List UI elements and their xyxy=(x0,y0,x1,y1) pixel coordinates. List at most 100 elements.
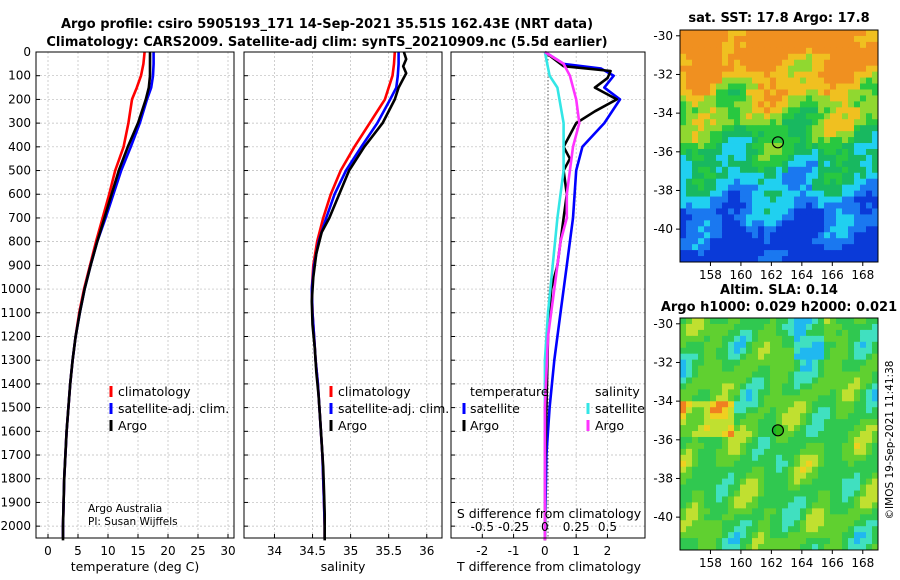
map-cell xyxy=(836,365,843,372)
map-cell xyxy=(854,250,861,257)
map-cell xyxy=(752,71,759,78)
map-cell xyxy=(692,107,699,114)
map-cell xyxy=(788,431,795,438)
map-cell xyxy=(728,401,735,408)
map-cell xyxy=(848,335,855,343)
map-cell xyxy=(842,318,849,325)
map-cell xyxy=(812,178,819,186)
map-cell xyxy=(782,208,789,215)
map-cell xyxy=(866,496,873,503)
map-cell xyxy=(692,148,699,156)
map-cell xyxy=(866,448,873,456)
map-cell xyxy=(830,335,837,343)
map-cell xyxy=(848,190,855,197)
map-cell xyxy=(776,508,783,515)
map-cell xyxy=(746,472,753,480)
map-cell xyxy=(848,131,855,138)
map-cell xyxy=(824,101,831,108)
map-cell xyxy=(746,323,753,331)
map-cell xyxy=(722,544,729,550)
map-cell xyxy=(746,101,753,108)
map-cell xyxy=(770,502,777,509)
map-cell xyxy=(830,53,837,61)
map-cell xyxy=(800,113,807,120)
map-cell xyxy=(692,160,699,168)
map-cell xyxy=(770,544,777,550)
map-cell xyxy=(764,101,771,108)
map-cell xyxy=(734,318,741,325)
map-cell xyxy=(806,431,813,438)
map-cell xyxy=(692,359,699,366)
map-cell xyxy=(716,119,723,126)
map-cell xyxy=(824,383,831,390)
map-cell xyxy=(734,413,741,420)
map-cell xyxy=(746,365,753,372)
map-cell xyxy=(722,407,729,414)
map-cell xyxy=(686,59,693,67)
map-cell xyxy=(740,454,747,462)
map-cell xyxy=(806,389,813,396)
map-cell xyxy=(806,35,813,43)
map-cell xyxy=(722,47,729,55)
map-cell xyxy=(734,329,741,337)
map-cell xyxy=(698,166,705,174)
map-cell xyxy=(842,454,849,462)
map-cell xyxy=(758,520,765,527)
map-cell xyxy=(842,508,849,515)
map-cell xyxy=(860,323,867,331)
map-cell xyxy=(872,71,878,78)
map-cell xyxy=(842,250,849,257)
map-cell xyxy=(710,508,717,515)
map-cell xyxy=(860,154,867,162)
map-cell xyxy=(716,318,723,325)
map-cell xyxy=(806,214,813,221)
map-cell xyxy=(692,377,699,384)
map-cell xyxy=(680,47,687,55)
map-cell xyxy=(716,89,723,96)
map-cell xyxy=(758,89,765,96)
map-cell xyxy=(728,256,735,262)
map-cell xyxy=(872,83,878,90)
map-cell xyxy=(812,166,819,174)
map-cell xyxy=(872,220,878,227)
map-cell xyxy=(824,377,831,384)
map-cell xyxy=(710,532,717,539)
map-cell xyxy=(740,478,747,485)
map-cell xyxy=(812,353,819,361)
map-cell xyxy=(794,160,801,168)
map-cell xyxy=(734,172,741,180)
map-cell xyxy=(872,538,878,545)
map-cell xyxy=(818,172,825,180)
map-cell xyxy=(770,520,777,527)
map-cell xyxy=(854,395,861,402)
map-cell xyxy=(794,318,801,325)
map-cell xyxy=(800,71,807,78)
map-cell xyxy=(860,35,867,43)
map-cell xyxy=(734,371,741,378)
map-cell xyxy=(740,131,747,138)
map-cell xyxy=(698,419,705,426)
map-cell xyxy=(812,202,819,209)
map-cell xyxy=(710,359,717,366)
difference-legend-t-argo: Argo xyxy=(470,418,499,433)
map-cell xyxy=(680,448,687,456)
map-cell xyxy=(734,41,741,49)
map-cell xyxy=(710,448,717,456)
salinity-tick-labels: 34 34.5 35 35.5 36 xyxy=(267,544,435,558)
map-cell xyxy=(746,496,753,503)
map-cell xyxy=(812,220,819,227)
map-cell xyxy=(854,347,861,355)
map-cell xyxy=(788,353,795,361)
map-cell xyxy=(710,365,717,372)
map-cell xyxy=(812,341,819,349)
map-cell xyxy=(842,401,849,408)
map-cell xyxy=(818,220,825,227)
map-cell xyxy=(734,148,741,156)
map-cell xyxy=(752,335,759,343)
map-cell xyxy=(866,502,873,509)
map-cell xyxy=(782,401,789,408)
map-cell xyxy=(740,532,747,539)
map-cell xyxy=(830,448,837,456)
x-tick-label: 0 xyxy=(541,544,549,558)
map-cell xyxy=(782,389,789,396)
